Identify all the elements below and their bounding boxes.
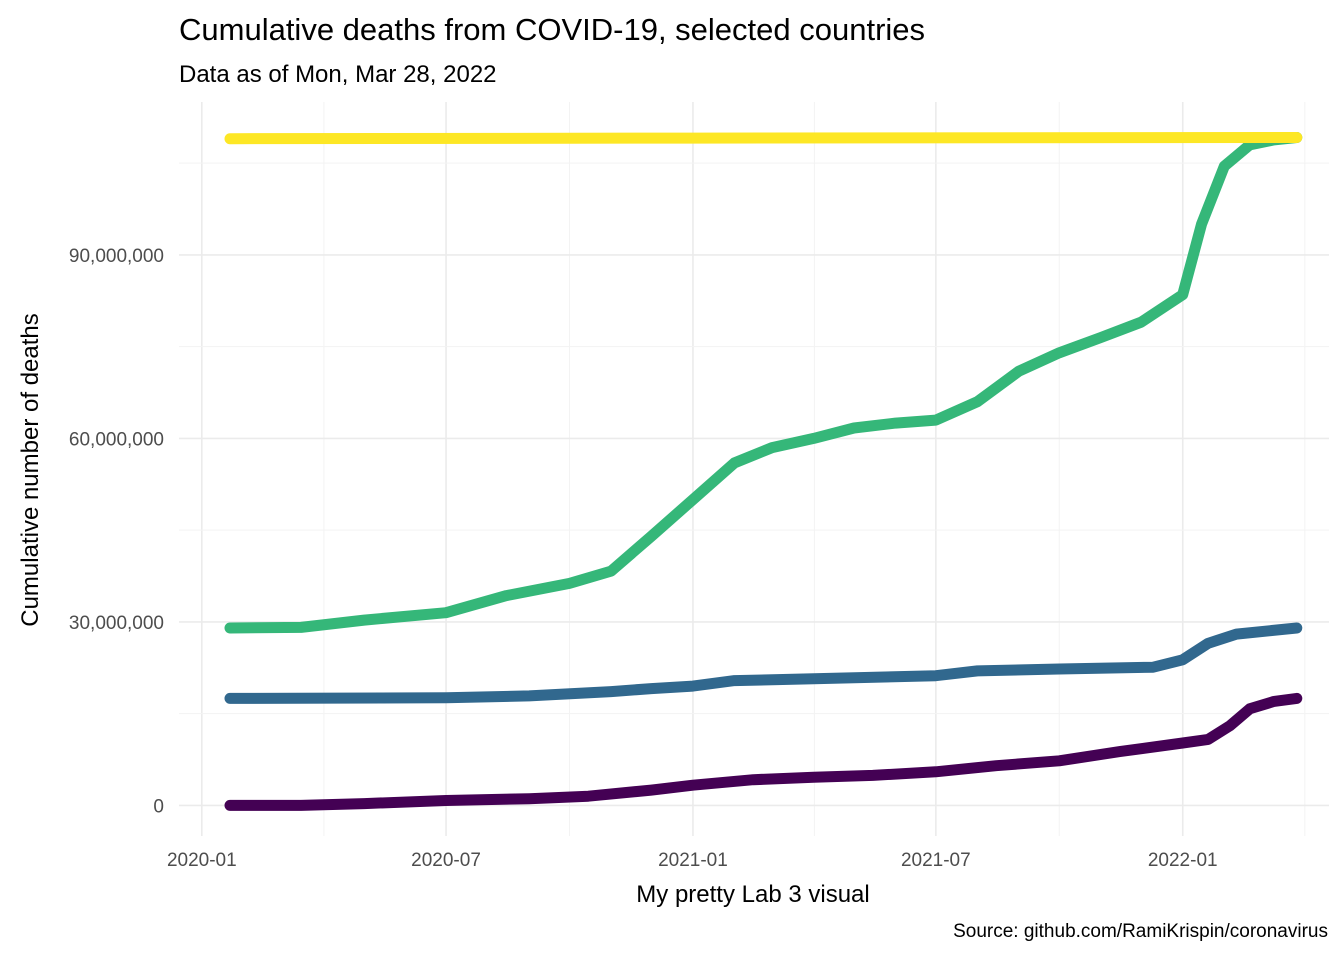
chart-subtitle: Data as of Mon, Mar 28, 2022 (179, 61, 497, 88)
x-axis-title: My pretty Lab 3 visual (636, 881, 869, 908)
x-tick-label: 2020-01 (167, 850, 237, 871)
series-lines (224, 132, 1303, 811)
x-tick-label: 2020-07 (411, 850, 481, 871)
series-line-4 (224, 132, 1303, 145)
chart-title: Cumulative deaths from COVID-19, selecte… (179, 12, 926, 47)
y-axis-title: Cumulative number of deaths (17, 313, 44, 627)
series-line-1 (224, 692, 1303, 811)
tick-labels: 2020-01 2020-07 2021-01 2021-07 2022-01 0 30,0… (69, 246, 1218, 871)
series-line-3 (224, 132, 1303, 634)
y-tick-label: 60,000,000 (69, 429, 164, 450)
x-tick-label: 2022-01 (1148, 850, 1218, 871)
series-line-2 (224, 622, 1303, 704)
source-caption: Source: github.com/RamiKrispin/coronavir… (953, 921, 1328, 942)
gridlines (179, 102, 1329, 836)
y-tick-label: 0 (153, 796, 164, 817)
y-tick-label: 90,000,000 (69, 246, 164, 267)
x-tick-label: 2021-07 (901, 850, 971, 871)
x-tick-label: 2021-01 (658, 850, 728, 871)
y-tick-label: 30,000,000 (69, 613, 164, 634)
